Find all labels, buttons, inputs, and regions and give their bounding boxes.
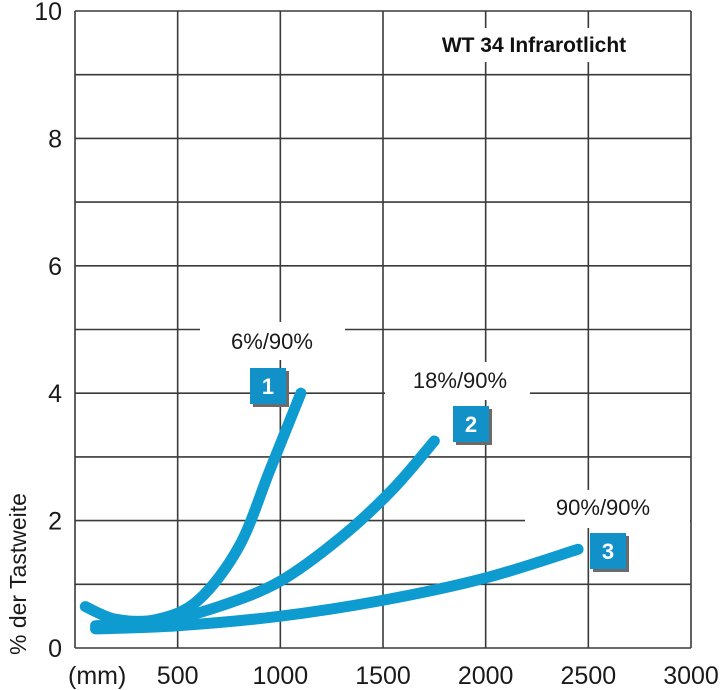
series-label-1: 6%/90% bbox=[231, 329, 313, 354]
chart-grid bbox=[74, 10, 692, 649]
series-badge-1 bbox=[250, 368, 286, 404]
x-axis-unit: (mm) bbox=[68, 662, 126, 690]
x-tick-label: 2500 bbox=[561, 662, 617, 690]
axis-ticks: 0 2 4 6 8 10 500 1000 1500 2000 2500 3000 bbox=[34, 0, 719, 690]
badge-number: 2 bbox=[465, 412, 477, 437]
badge-number: 3 bbox=[602, 539, 614, 564]
label-backdrop bbox=[200, 322, 345, 360]
y-tick-label: 4 bbox=[48, 380, 62, 408]
y-tick-label: 2 bbox=[48, 508, 62, 536]
y-tick-label: 8 bbox=[48, 125, 62, 153]
x-tick-label: 500 bbox=[157, 662, 199, 690]
badge-number: 1 bbox=[262, 374, 274, 399]
series-badge-2 bbox=[453, 406, 489, 442]
x-tick-label: 1500 bbox=[355, 662, 411, 690]
curve-1 bbox=[79, 387, 307, 627]
series-labels: 6%/90% 1 18%/90% 2 90%/90% 3 bbox=[200, 322, 690, 572]
label-backdrop bbox=[385, 362, 530, 400]
y-tick-label: 0 bbox=[48, 635, 62, 663]
series-badge-3 bbox=[590, 533, 626, 569]
series-label-3: 90%/90% bbox=[556, 495, 650, 520]
label-backdrop bbox=[525, 490, 690, 528]
series-label-2: 18%/90% bbox=[413, 368, 507, 393]
y-tick-label: 10 bbox=[34, 0, 62, 26]
y-axis-label: % der Tastweite bbox=[5, 493, 31, 655]
title-backdrop bbox=[400, 28, 670, 62]
x-tick-label: 2000 bbox=[458, 662, 514, 690]
curve-3 bbox=[90, 543, 584, 635]
curves bbox=[79, 387, 584, 635]
chart-title: WT 34 Infrarotlicht bbox=[442, 34, 626, 57]
x-tick-label: 1000 bbox=[253, 662, 309, 690]
y-tick-label: 6 bbox=[48, 253, 62, 281]
x-tick-label: 3000 bbox=[663, 662, 719, 690]
